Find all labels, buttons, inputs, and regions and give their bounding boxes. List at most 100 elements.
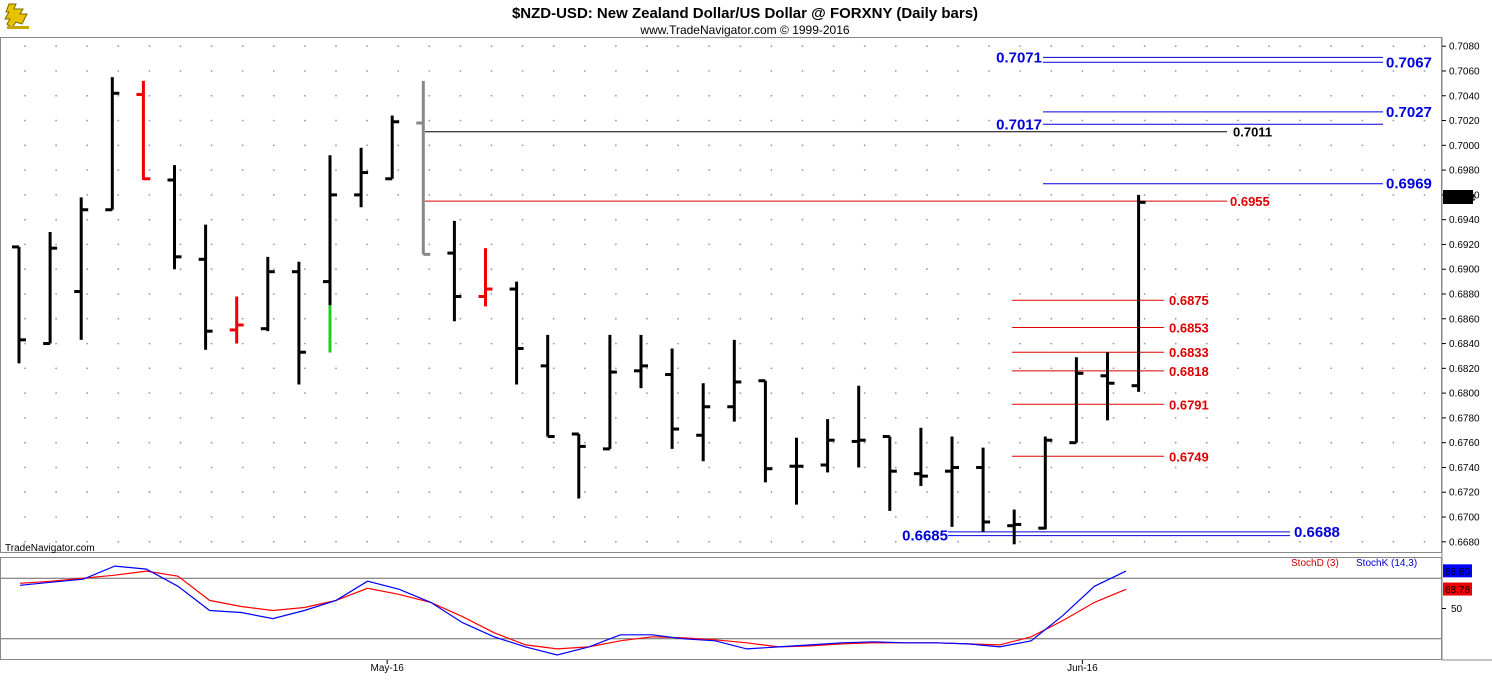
grid-dot	[1174, 491, 1177, 494]
grid-dot	[304, 367, 306, 370]
grid-dot	[428, 417, 431, 419]
grid-dot	[1143, 367, 1146, 370]
grid-dot	[459, 119, 462, 122]
grid-dot	[894, 466, 897, 469]
grid-dot	[646, 367, 648, 370]
grid-dot	[490, 392, 493, 394]
grid-dot	[1361, 268, 1364, 271]
grid-dot	[117, 293, 120, 295]
grid-dot	[397, 441, 400, 444]
grid-dot	[210, 516, 213, 518]
grid-dot	[1019, 144, 1022, 147]
grid-dot	[148, 392, 151, 394]
grid-dot	[1112, 342, 1115, 345]
grid-dot	[552, 194, 555, 196]
grid-dot	[770, 540, 773, 543]
grid-dot	[1423, 441, 1426, 444]
grid-dot	[926, 516, 928, 518]
grid-dot	[1237, 367, 1239, 370]
grid-dot	[1081, 342, 1084, 345]
grid-dot	[926, 194, 928, 196]
grid-dot	[1423, 491, 1426, 494]
grid-dot	[428, 218, 431, 221]
grid-dot	[148, 293, 151, 295]
grid-dot	[832, 70, 835, 72]
grid-dot	[272, 293, 275, 295]
grid-dot	[55, 367, 57, 370]
grid-dot	[335, 94, 337, 97]
grid-dot	[552, 540, 555, 543]
grid-dot	[894, 218, 897, 221]
grid-dot	[490, 45, 493, 48]
grid-dot	[428, 491, 431, 494]
grid-dot	[366, 516, 368, 518]
grid-dot	[583, 144, 586, 147]
grid-dot	[1019, 243, 1022, 246]
stoch-value-badge	[1443, 582, 1472, 596]
grid-dot	[117, 516, 120, 518]
grid-dot	[272, 441, 275, 444]
grid-dot	[1050, 144, 1053, 147]
grid-dot	[1205, 317, 1208, 320]
grid-dot	[708, 268, 711, 271]
grid-dot	[1361, 218, 1364, 221]
grid-dot	[1237, 491, 1239, 494]
grid-dot	[428, 94, 431, 97]
grid-dot	[1392, 144, 1395, 147]
grid-dot	[117, 540, 120, 543]
grid-dot	[863, 491, 866, 494]
grid-dot	[615, 243, 617, 246]
grid-dot	[1268, 218, 1270, 221]
grid-dot	[894, 243, 897, 246]
grid-dot	[117, 243, 120, 246]
grid-dot	[117, 466, 120, 469]
grid-dot	[1174, 342, 1177, 345]
grid-dot	[708, 491, 711, 494]
grid-dot	[832, 293, 835, 295]
grid-dot	[1237, 342, 1239, 345]
grid-dot	[739, 540, 742, 543]
grid-dot	[1112, 70, 1115, 72]
grid-dot	[117, 317, 120, 320]
grid-dot	[1205, 491, 1208, 494]
grid-dot	[832, 317, 835, 320]
grid-dot	[801, 119, 804, 122]
grid-dot	[179, 243, 182, 246]
grid-dot	[552, 342, 555, 345]
grid-dot	[1019, 169, 1022, 172]
grid-dot	[1081, 441, 1084, 444]
grid-dot	[615, 144, 617, 147]
grid-dot	[241, 342, 244, 345]
grid-dot	[646, 342, 648, 345]
level-label: 0.6955	[1230, 194, 1270, 209]
grid-dot	[1330, 466, 1333, 469]
grid-dot	[832, 342, 835, 345]
grid-dot	[832, 218, 835, 221]
grid-dot	[1330, 540, 1333, 543]
grid-dot	[210, 169, 213, 172]
grid-dot	[335, 540, 337, 543]
grid-dot	[459, 491, 462, 494]
grid-dot	[1299, 119, 1301, 122]
last-price-label: 0.6954	[1445, 193, 1476, 204]
grid-dot	[552, 119, 555, 122]
grid-dot	[304, 317, 306, 320]
grid-dot	[1423, 119, 1426, 122]
grid-dot	[926, 466, 928, 469]
grid-dot	[148, 466, 151, 469]
grid-dot	[86, 367, 89, 370]
grid-dot	[86, 268, 89, 271]
grid-dot	[863, 293, 866, 295]
grid-dot	[272, 268, 275, 271]
grid-dot	[117, 144, 120, 147]
level-label: 0.6688	[1294, 524, 1340, 541]
grid-dot	[428, 441, 431, 444]
grid-dot	[801, 342, 804, 345]
grid-dot	[148, 94, 151, 97]
grid-dot	[894, 169, 897, 172]
grid-dot	[272, 194, 275, 196]
grid-dot	[1050, 243, 1053, 246]
grid-dot	[1019, 194, 1022, 196]
grid-dot	[55, 293, 57, 295]
grid-dot	[55, 417, 57, 419]
